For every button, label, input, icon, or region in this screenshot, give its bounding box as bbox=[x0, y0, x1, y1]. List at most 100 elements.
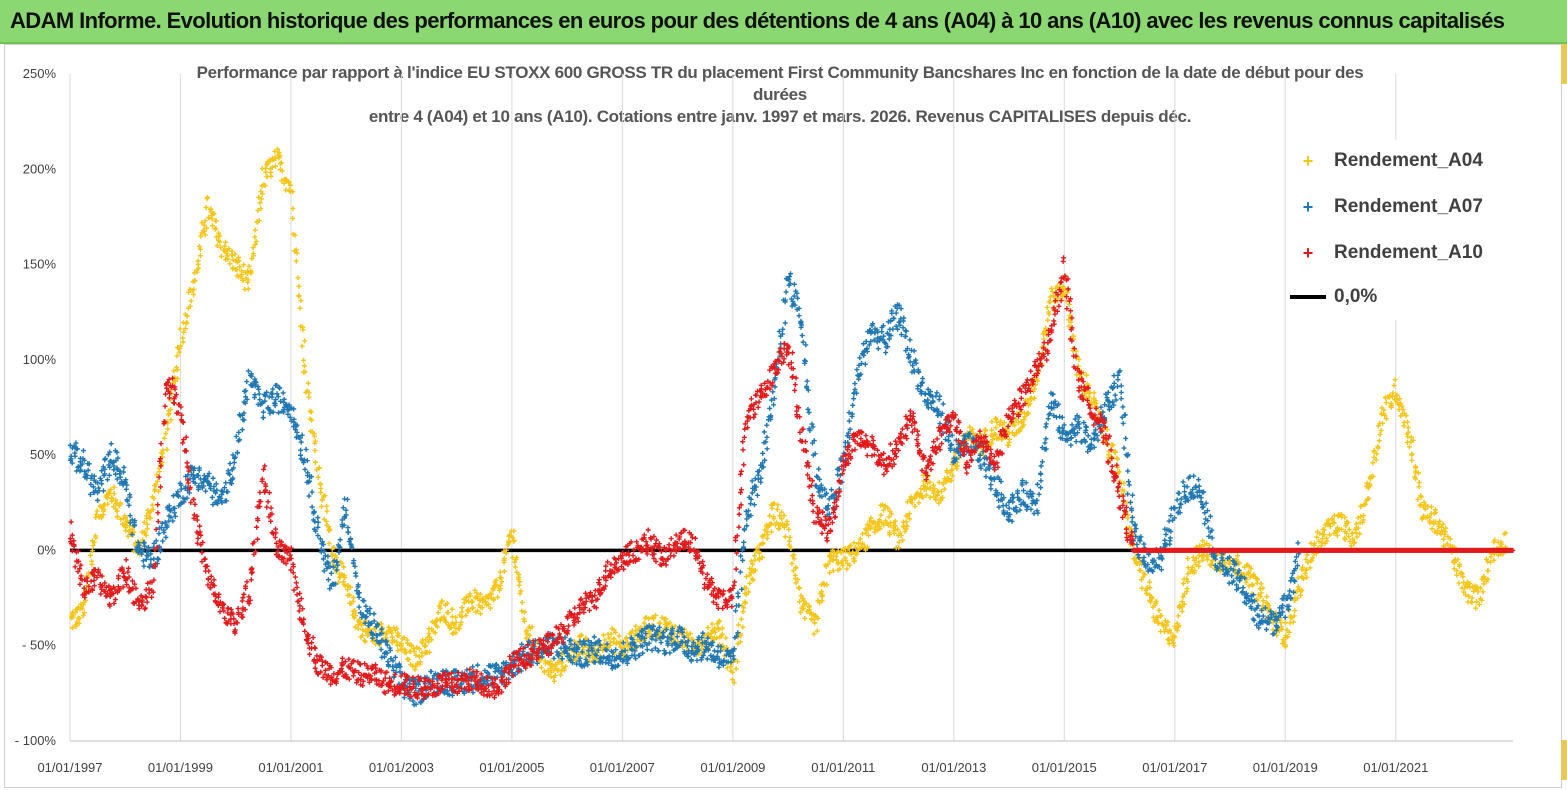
point-rendement_a07-1110 bbox=[738, 553, 744, 559]
point-rendement_a04-906 bbox=[616, 633, 622, 639]
point-rendement_a04-1267 bbox=[833, 557, 839, 563]
point-rendement_a07-1212 bbox=[800, 339, 806, 345]
point-rendement_a04-1402 bbox=[916, 500, 922, 506]
point-rendement_a04-1436 bbox=[935, 492, 941, 498]
point-rendement_a07-904 bbox=[613, 647, 619, 653]
point-rendement_a04-1339 bbox=[877, 526, 883, 532]
point-rendement_a07-55 bbox=[100, 488, 106, 494]
point-rendement_a04-777 bbox=[538, 665, 544, 671]
point-rendement_a07-1615 bbox=[1043, 436, 1049, 442]
point-rendement_a04-82 bbox=[116, 503, 122, 509]
y-tick-label-7: - 100% bbox=[15, 733, 57, 748]
corner-marker-bottom bbox=[1561, 740, 1567, 780]
x-tick-label-11: 01/01/2019 bbox=[1253, 760, 1318, 775]
point-rendement_a04-1372 bbox=[896, 539, 902, 545]
point-rendement_a04-1122 bbox=[746, 589, 752, 595]
point-rendement_a04-988 bbox=[664, 622, 670, 628]
point-rendement_a04-221 bbox=[201, 228, 207, 234]
point-rendement_a07-429 bbox=[325, 577, 331, 583]
point-rendement_a04-532 bbox=[388, 628, 394, 634]
banner-title: ADAM Informe. Evolution historique des p… bbox=[10, 8, 1505, 33]
point-rendement_a07-381 bbox=[298, 447, 304, 453]
point-rendement_a04-746 bbox=[517, 591, 523, 597]
point-rendement_a04-196 bbox=[184, 313, 190, 319]
point-rendement_a07-411 bbox=[315, 519, 321, 525]
point-rendement_a07-1290 bbox=[846, 418, 852, 424]
point-rendement_a10-127 bbox=[144, 599, 150, 605]
point-rendement_a04-646 bbox=[459, 614, 465, 620]
point-rendement_a04-672 bbox=[473, 609, 479, 615]
point-rendement_a04-224 bbox=[204, 225, 210, 231]
point-rendement_a04-1847 bbox=[1184, 576, 1190, 582]
point-rendement_a10-119 bbox=[139, 602, 145, 608]
point-rendement_a04-1245 bbox=[820, 592, 826, 598]
point-rendement_a04-334 bbox=[268, 173, 274, 179]
point-rendement_a07-471 bbox=[351, 558, 357, 564]
point-rendement_a04-301 bbox=[250, 245, 256, 251]
point-rendement_a04-404 bbox=[311, 431, 317, 437]
point-rendement_a04-420 bbox=[321, 493, 327, 499]
point-rendement_a07-144 bbox=[155, 556, 161, 562]
point-rendement_a04-1076 bbox=[719, 625, 725, 631]
point-rendement_a04-144 bbox=[156, 488, 162, 494]
point-rendement_a04-2209 bbox=[1405, 419, 1411, 425]
point-rendement_a04-481 bbox=[360, 627, 366, 633]
point-rendement_a07-1151 bbox=[761, 429, 767, 435]
point-rendement_a07-977 bbox=[658, 640, 664, 646]
point-rendement_a04-331 bbox=[269, 164, 275, 170]
point-rendement_a10-418 bbox=[319, 663, 325, 669]
point-rendement_a04-164 bbox=[166, 411, 172, 417]
point-rendement_a07-350 bbox=[280, 390, 286, 396]
point-rendement_a10-308 bbox=[255, 536, 261, 542]
point-rendement_a04-1782 bbox=[1147, 579, 1153, 585]
point-rendement_a07-500 bbox=[371, 611, 377, 617]
point-rendement_a07-1213 bbox=[799, 333, 805, 339]
point-rendement_a04-434 bbox=[329, 546, 335, 552]
point-rendement_a10-43 bbox=[91, 583, 97, 589]
point-rendement_a04-1116 bbox=[742, 600, 748, 606]
point-rendement_a04-1137 bbox=[757, 542, 763, 548]
x-tick-label-8: 01/01/2013 bbox=[921, 760, 986, 775]
point-rendement_a04-1617 bbox=[1045, 317, 1051, 323]
point-rendement_a04-1188 bbox=[787, 534, 793, 540]
point-rendement_a04-570 bbox=[412, 667, 418, 673]
point-rendement_a04-811 bbox=[559, 668, 565, 674]
point-rendement_a07-274 bbox=[231, 460, 237, 466]
point-rendement_a04-51 bbox=[98, 513, 104, 519]
point-rendement_a04-1182 bbox=[781, 524, 787, 530]
point-rendement_a04-15 bbox=[76, 620, 82, 626]
point-rendement_a04-612 bbox=[437, 618, 443, 624]
point-rendement_a04-1413 bbox=[922, 484, 928, 490]
point-rendement_a04-757 bbox=[527, 632, 533, 638]
point-rendement_a04-580 bbox=[416, 646, 422, 652]
point-rendement_a04-123 bbox=[143, 532, 149, 538]
point-rendement_a04-1438 bbox=[938, 489, 944, 495]
chart-title: Performance par rapport à l'indice EU ST… bbox=[130, 62, 1430, 128]
point-rendement_a04-61 bbox=[105, 501, 111, 507]
point-rendement_a04-1317 bbox=[865, 526, 871, 532]
point-rendement_a07-159 bbox=[163, 534, 169, 540]
point-rendement_a04-2138 bbox=[1360, 513, 1366, 519]
point-rendement_a07-2031 bbox=[1295, 540, 1301, 546]
point-rendement_a04-2120 bbox=[1348, 543, 1354, 549]
point-rendement_a10-326 bbox=[264, 504, 270, 510]
point-rendement_a04-22 bbox=[79, 606, 85, 612]
point-rendement_a04-568 bbox=[411, 645, 417, 651]
point-rendement_a04-429 bbox=[326, 526, 332, 532]
point-rendement_a04-1616 bbox=[1044, 304, 1050, 310]
point-rendement_a04-1060 bbox=[709, 621, 715, 627]
point-rendement_a04-1132 bbox=[752, 568, 758, 574]
point-rendement_a04-1159 bbox=[768, 521, 774, 527]
point-rendement_a07-1751 bbox=[1126, 482, 1132, 488]
point-rendement_a04-339 bbox=[272, 148, 278, 154]
point-rendement_a07-1745 bbox=[1121, 445, 1127, 451]
point-rendement_a07-1754 bbox=[1130, 492, 1136, 498]
point-rendement_a04-1841 bbox=[1180, 581, 1186, 587]
point-rendement_a04-964 bbox=[651, 616, 657, 622]
point-rendement_a07-1403 bbox=[915, 386, 921, 392]
point-rendement_a04-77 bbox=[113, 506, 119, 512]
point-rendement_a07-1848 bbox=[1184, 484, 1190, 490]
point-rendement_a04-598 bbox=[429, 637, 435, 643]
point-rendement_a04-157 bbox=[164, 447, 170, 453]
point-rendement_a07-1298 bbox=[852, 381, 858, 387]
